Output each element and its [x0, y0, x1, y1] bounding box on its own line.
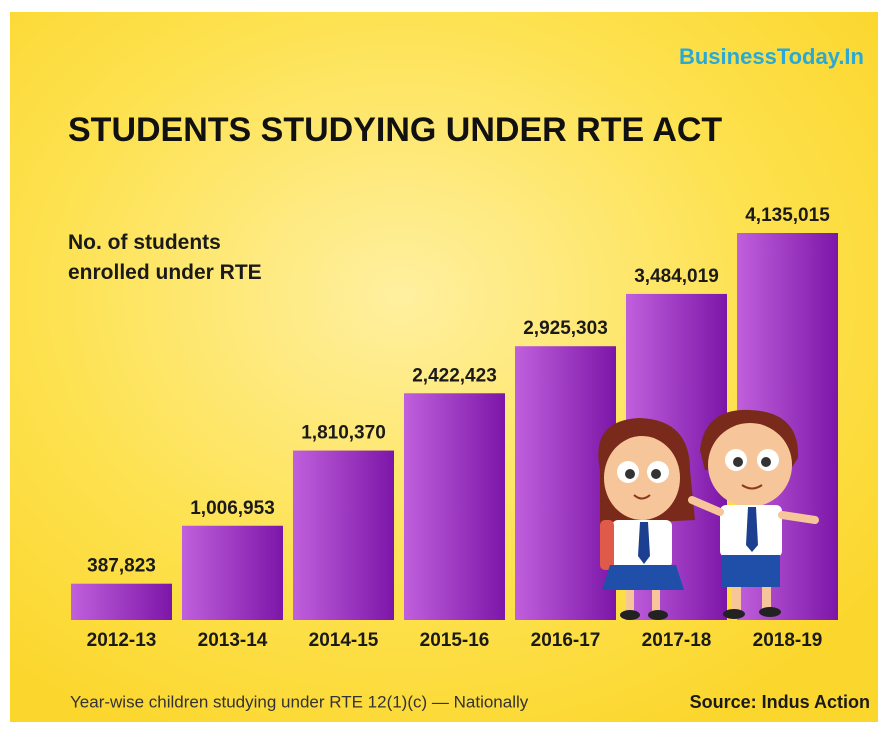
chart-title: STUDENTS STUDYING UNDER RTE ACT: [68, 111, 722, 149]
bar: [182, 525, 283, 620]
footnote: Year-wise children studying under RTE 12…: [70, 692, 529, 711]
subtitle: No. of students enrolled under RTE: [68, 231, 262, 284]
x-tick-label: 2014-15: [309, 630, 379, 651]
x-tick-label: 2016-17: [531, 630, 601, 651]
value-label: 3,484,019: [634, 266, 719, 287]
illustration: [598, 409, 819, 620]
x-tick-label: 2018-19: [753, 630, 823, 651]
bar: [404, 393, 505, 620]
brand: BusinessToday.In: [679, 44, 864, 69]
value-label: 1,006,953: [190, 498, 275, 519]
bar: [71, 583, 172, 620]
source: Source: Indus Action: [690, 692, 870, 712]
bar: [515, 346, 616, 620]
x-tick-label: 2013-14: [198, 630, 268, 651]
value-label: 1,810,370: [301, 423, 386, 444]
subtitle-box: No. of students enrolled under RTE: [68, 231, 262, 284]
value-label: 2,422,423: [412, 365, 497, 386]
x-tick-label: 2017-18: [642, 630, 712, 651]
x-tick-label: 2012-13: [87, 630, 157, 651]
value-label: 2,925,303: [523, 318, 608, 339]
x-tick-label: 2015-16: [420, 630, 490, 651]
value-label: 4,135,015: [745, 205, 830, 226]
bar: [293, 450, 394, 620]
value-label: 387,823: [87, 556, 156, 577]
